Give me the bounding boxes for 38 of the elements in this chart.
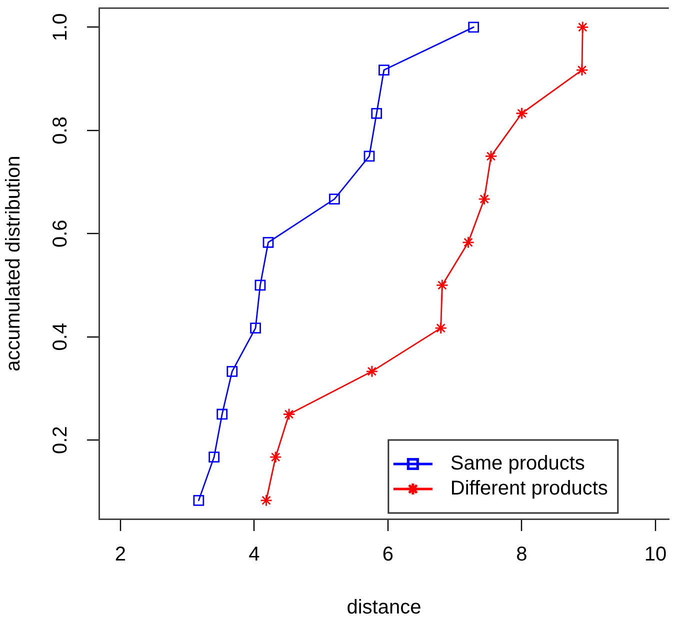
- point: [262, 236, 274, 248]
- point: [516, 107, 528, 120]
- y-tick-label: 0.4: [50, 322, 72, 351]
- point: [269, 450, 282, 464]
- x-axis-title: distance: [346, 596, 422, 618]
- point: [216, 408, 228, 420]
- y-tick-label: 0.8: [50, 116, 72, 144]
- point: [254, 280, 266, 291]
- point: [250, 322, 261, 334]
- x-tick-label: 10: [644, 544, 667, 566]
- x-tick-label: 2: [114, 544, 126, 566]
- legend-label: Different products: [450, 478, 608, 500]
- point: [576, 20, 589, 34]
- point: [378, 64, 390, 76]
- point: [329, 194, 340, 204]
- point: [484, 150, 498, 162]
- point: [260, 494, 272, 507]
- point: [282, 408, 296, 420]
- point: [226, 366, 238, 377]
- y-tick-label: 0.6: [50, 220, 72, 248]
- point: [193, 494, 204, 506]
- y-axis-title: accumulated distribution: [2, 156, 25, 372]
- point: [366, 365, 378, 378]
- point: [434, 322, 448, 334]
- x-tick-label: 8: [516, 544, 528, 566]
- point: [436, 279, 448, 292]
- x-tick-label: 4: [248, 544, 260, 566]
- point: [576, 64, 588, 76]
- y-tick-label: 1.0: [50, 13, 72, 42]
- point: [462, 236, 474, 249]
- y-tick-label: 0.2: [50, 426, 72, 454]
- x-tick-label: 6: [382, 544, 394, 566]
- point: [468, 22, 480, 33]
- point: [364, 150, 375, 162]
- point: [371, 108, 382, 119]
- point: [208, 452, 220, 463]
- legend-label: Same products: [450, 452, 585, 475]
- point: [478, 192, 490, 206]
